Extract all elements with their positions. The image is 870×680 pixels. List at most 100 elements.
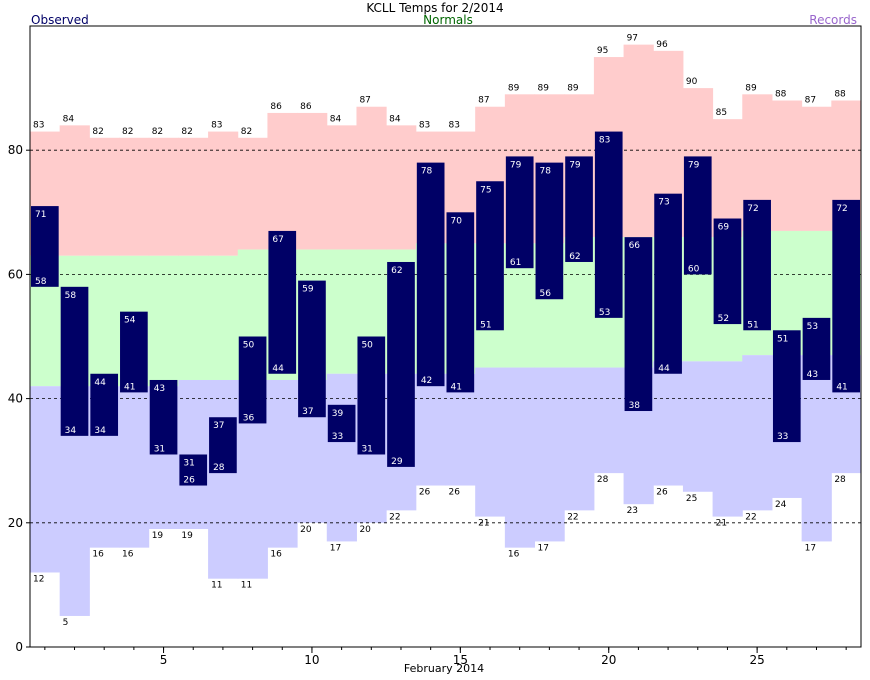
record-high-label: 84 (63, 114, 75, 124)
observed-low-label: 41 (836, 382, 847, 392)
observed-high-label: 51 (777, 334, 788, 344)
observed-bar (832, 199, 860, 393)
record-high-band (771, 100, 803, 231)
observed-high-label: 83 (599, 136, 610, 146)
observed-high-label: 44 (94, 378, 106, 388)
record-low-label: 28 (597, 475, 609, 485)
chart-title: KCLL Temps for 2/2014 (366, 1, 503, 15)
record-low-label: 11 (241, 581, 252, 591)
record-low-band (564, 367, 595, 511)
observed-high-label: 73 (658, 198, 669, 208)
observed-low-label: 31 (154, 444, 165, 454)
record-low-label: 16 (122, 550, 134, 560)
observed-high-label: 79 (569, 160, 581, 170)
record-high-label: 83 (419, 121, 430, 131)
record-low-label: 20 (300, 525, 312, 535)
observed-high-label: 50 (243, 341, 255, 351)
observed-high-label: 69 (718, 223, 730, 233)
observed-high-label: 79 (510, 160, 522, 170)
record-low-band (653, 361, 684, 486)
record-high-band (712, 119, 743, 238)
record-high-label: 95 (597, 46, 608, 56)
record-low-label: 26 (656, 488, 668, 498)
record-high-label: 90 (686, 77, 698, 87)
record-high-label: 82 (122, 127, 133, 137)
x-axis-label: February 2014 (404, 662, 484, 675)
observed-low-label: 52 (718, 314, 729, 324)
record-high-band (356, 106, 387, 250)
observed-low-label: 26 (183, 476, 195, 486)
record-low-label: 17 (805, 543, 816, 553)
record-high-band (297, 112, 328, 250)
record-high-label: 89 (745, 83, 757, 93)
normal-band (178, 255, 209, 380)
legend-normals: Normals (423, 13, 473, 27)
observed-high-label: 53 (807, 322, 818, 332)
observed-high-label: 50 (361, 341, 373, 351)
record-low-band (534, 367, 565, 542)
observed-bar (565, 156, 593, 262)
observed-bar (624, 237, 653, 412)
plot-area: 83 12 84 5 82 16 82 16 82 19 82 19 83 11 82 11 86 16 86 20 8… (8, 25, 862, 667)
record-low-label: 21 (478, 519, 489, 529)
normal-band (208, 255, 239, 380)
observed-high-label: 43 (154, 384, 165, 394)
observed-bar (654, 193, 682, 374)
record-high-band (148, 137, 179, 256)
record-high-band (801, 106, 832, 231)
record-low-label: 22 (745, 512, 756, 522)
x-tick-label: 10 (304, 653, 319, 667)
record-high-band (623, 44, 654, 238)
record-low-label: 20 (359, 525, 371, 535)
record-high-label: 82 (152, 127, 163, 137)
observed-high-label: 62 (391, 266, 402, 276)
record-low-band (742, 355, 773, 511)
x-tick-label: 15 (453, 653, 468, 667)
observed-high-label: 39 (332, 409, 344, 419)
record-high-band (326, 125, 357, 250)
observed-bar (120, 311, 148, 393)
record-high-label: 88 (775, 90, 787, 100)
x-tick-label: 5 (160, 653, 168, 667)
observed-low-label: 34 (65, 426, 77, 436)
record-low-label: 22 (389, 512, 400, 522)
record-low-label: 17 (330, 543, 341, 553)
observed-bar (357, 336, 386, 455)
record-low-label: 19 (152, 531, 164, 541)
record-low-label: 19 (181, 531, 193, 541)
record-high-label: 87 (478, 96, 489, 106)
observed-high-label: 67 (272, 235, 283, 245)
record-high-band (386, 125, 417, 250)
record-low-band (30, 386, 61, 573)
record-high-label: 84 (330, 114, 342, 124)
observed-bar (772, 330, 801, 443)
observed-low-label: 33 (777, 432, 788, 442)
observed-low-label: 42 (421, 376, 432, 386)
record-low-label: 12 (33, 574, 44, 584)
record-low-label: 21 (716, 519, 727, 529)
observed-bar (238, 336, 267, 424)
observed-bar (179, 454, 208, 486)
record-high-band (178, 137, 209, 256)
record-high-band (119, 137, 150, 256)
observed-low-label: 41 (124, 382, 135, 392)
record-low-label: 26 (419, 488, 431, 498)
observed-low-label: 51 (747, 320, 758, 330)
record-high-label: 82 (181, 127, 192, 137)
record-low-label: 25 (686, 494, 697, 504)
observed-high-label: 78 (421, 167, 433, 177)
observed-low-label: 53 (599, 308, 610, 318)
observed-bar (60, 286, 89, 436)
observed-bar (505, 156, 534, 269)
record-low-label: 17 (538, 543, 549, 553)
observed-bar (416, 162, 445, 387)
record-high-label: 97 (627, 34, 638, 44)
y-tick-label: 80 (8, 143, 23, 157)
record-low-band (208, 379, 239, 579)
observed-bar (387, 261, 415, 467)
record-high-label: 85 (716, 108, 727, 118)
observed-high-label: 37 (213, 421, 224, 431)
record-high-band (89, 137, 120, 256)
y-tick-label: 60 (8, 267, 23, 281)
observed-low-label: 61 (510, 258, 521, 268)
